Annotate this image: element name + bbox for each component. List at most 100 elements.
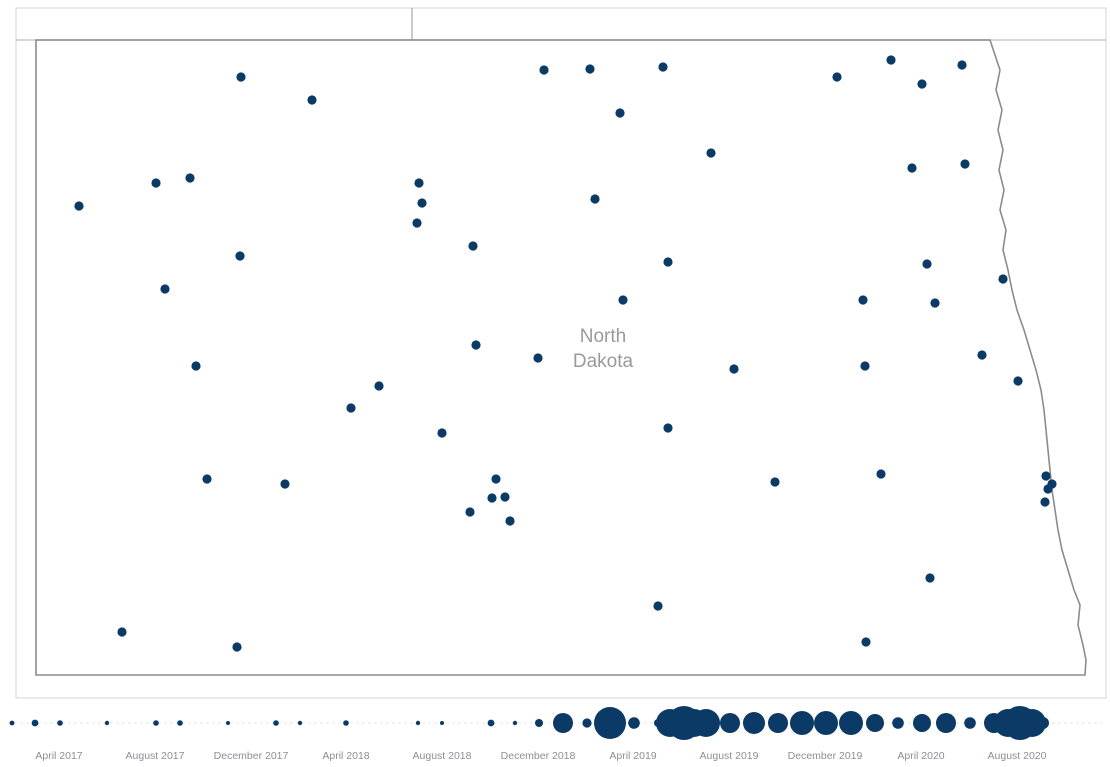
location-marker[interactable] — [160, 284, 170, 294]
location-marker[interactable] — [505, 516, 515, 526]
location-marker[interactable] — [770, 477, 780, 487]
map-svg[interactable] — [0, 0, 1110, 700]
location-marker[interactable] — [922, 259, 932, 269]
timeline-bubble[interactable] — [594, 707, 626, 739]
location-marker[interactable] — [465, 507, 475, 517]
location-marker[interactable] — [1040, 497, 1050, 507]
timeline-bubble[interactable] — [936, 713, 956, 733]
location-marker[interactable] — [861, 637, 871, 647]
location-marker[interactable] — [235, 251, 245, 261]
timeline-month-label: August 2018 — [413, 750, 472, 762]
timeline-bubble[interactable] — [964, 717, 976, 729]
location-marker[interactable] — [886, 55, 896, 65]
location-marker[interactable] — [307, 95, 317, 105]
timeline-bubble[interactable] — [553, 713, 573, 733]
timeline-bubble[interactable] — [343, 720, 349, 726]
location-marker[interactable] — [414, 178, 424, 188]
location-marker[interactable] — [280, 479, 290, 489]
timeline-bubble[interactable] — [9, 720, 15, 726]
timeline-svg[interactable]: April 2017 August 2017 December 2017 April … — [0, 700, 1110, 762]
timeline-bubble[interactable] — [57, 720, 63, 726]
location-marker[interactable] — [491, 474, 501, 484]
timeline-bubble[interactable] — [440, 721, 444, 725]
timeline-bubble[interactable] — [892, 717, 904, 729]
location-marker[interactable] — [202, 474, 212, 484]
location-marker[interactable] — [487, 493, 497, 503]
timeline-panel[interactable]: April 2017 August 2017 December 2017 April … — [0, 700, 1110, 762]
timeline-bubble[interactable] — [582, 718, 592, 728]
timeline-bubble[interactable] — [177, 720, 183, 726]
location-marker[interactable] — [471, 340, 481, 350]
location-marker[interactable] — [374, 381, 384, 391]
location-marker[interactable] — [663, 257, 673, 267]
timeline-bubble[interactable] — [839, 711, 863, 735]
location-marker[interactable] — [232, 642, 242, 652]
location-marker[interactable] — [917, 79, 927, 89]
location-marker[interactable] — [977, 350, 987, 360]
timeline-bubble[interactable] — [415, 720, 421, 726]
timeline-bubble[interactable] — [512, 720, 518, 726]
timeline-bubble[interactable] — [628, 717, 640, 729]
timeline-bubble[interactable] — [487, 719, 495, 727]
timeline-bubble[interactable] — [814, 711, 838, 735]
location-marker[interactable] — [658, 62, 668, 72]
location-marker[interactable] — [533, 353, 543, 363]
location-marker[interactable] — [832, 72, 842, 82]
timeline-bubble[interactable] — [720, 713, 740, 733]
location-marker[interactable] — [151, 178, 161, 188]
timeline-bubble[interactable] — [31, 719, 39, 727]
location-marker[interactable] — [1013, 376, 1023, 386]
location-marker[interactable] — [907, 163, 917, 173]
timeline-bubble[interactable] — [1037, 717, 1049, 729]
timeline-bubble[interactable] — [226, 721, 230, 725]
location-marker[interactable] — [585, 64, 595, 74]
location-marker[interactable] — [957, 60, 967, 70]
location-marker[interactable] — [412, 218, 422, 228]
location-marker[interactable] — [663, 423, 673, 433]
timeline-month-label: December 2018 — [501, 750, 576, 762]
location-marker[interactable] — [590, 194, 600, 204]
location-marker[interactable] — [1043, 484, 1053, 494]
timeline-bubble[interactable] — [768, 713, 788, 733]
location-marker[interactable] — [417, 198, 427, 208]
timeline-bubble[interactable] — [297, 720, 303, 726]
timeline-bubble[interactable] — [535, 719, 543, 727]
timeline-bubble[interactable] — [153, 720, 159, 726]
location-marker[interactable] — [860, 361, 870, 371]
timeline-bubble[interactable] — [866, 714, 884, 732]
location-marker[interactable] — [618, 295, 628, 305]
location-marker[interactable] — [706, 148, 716, 158]
timeline-month-label: December 2019 — [788, 750, 863, 762]
timeline-bubble[interactable] — [913, 714, 931, 732]
location-marker[interactable] — [1041, 471, 1051, 481]
location-marker[interactable] — [925, 573, 935, 583]
timeline-bubble[interactable] — [1018, 709, 1046, 737]
timeline-bubble[interactable] — [743, 712, 765, 734]
location-marker[interactable] — [468, 241, 478, 251]
location-marker[interactable] — [653, 601, 663, 611]
location-marker[interactable] — [500, 492, 510, 502]
location-marker[interactable] — [191, 361, 201, 371]
timeline-bubble[interactable] — [790, 711, 814, 735]
location-marker[interactable] — [960, 159, 970, 169]
location-marker[interactable] — [615, 108, 625, 118]
timeline-month-label: August 2017 — [126, 750, 185, 762]
timeline-label-layer: April 2017 August 2017 December 2017 April … — [35, 750, 1046, 762]
location-marker[interactable] — [437, 428, 447, 438]
location-marker[interactable] — [876, 469, 886, 479]
location-marker[interactable] — [930, 298, 940, 308]
timeline-bubble[interactable] — [273, 720, 279, 726]
location-marker[interactable] — [236, 72, 246, 82]
timeline-bubble[interactable] — [692, 709, 720, 737]
location-marker[interactable] — [117, 627, 127, 637]
location-marker[interactable] — [729, 364, 739, 374]
timeline-month-label: April 2017 — [35, 750, 82, 762]
location-marker[interactable] — [539, 65, 549, 75]
location-marker[interactable] — [346, 403, 356, 413]
location-marker[interactable] — [74, 201, 84, 211]
location-marker[interactable] — [998, 274, 1008, 284]
location-marker[interactable] — [185, 173, 195, 183]
timeline-bubble[interactable] — [104, 720, 110, 726]
map-panel[interactable]: North Dakota — [0, 0, 1110, 700]
location-marker[interactable] — [858, 295, 868, 305]
